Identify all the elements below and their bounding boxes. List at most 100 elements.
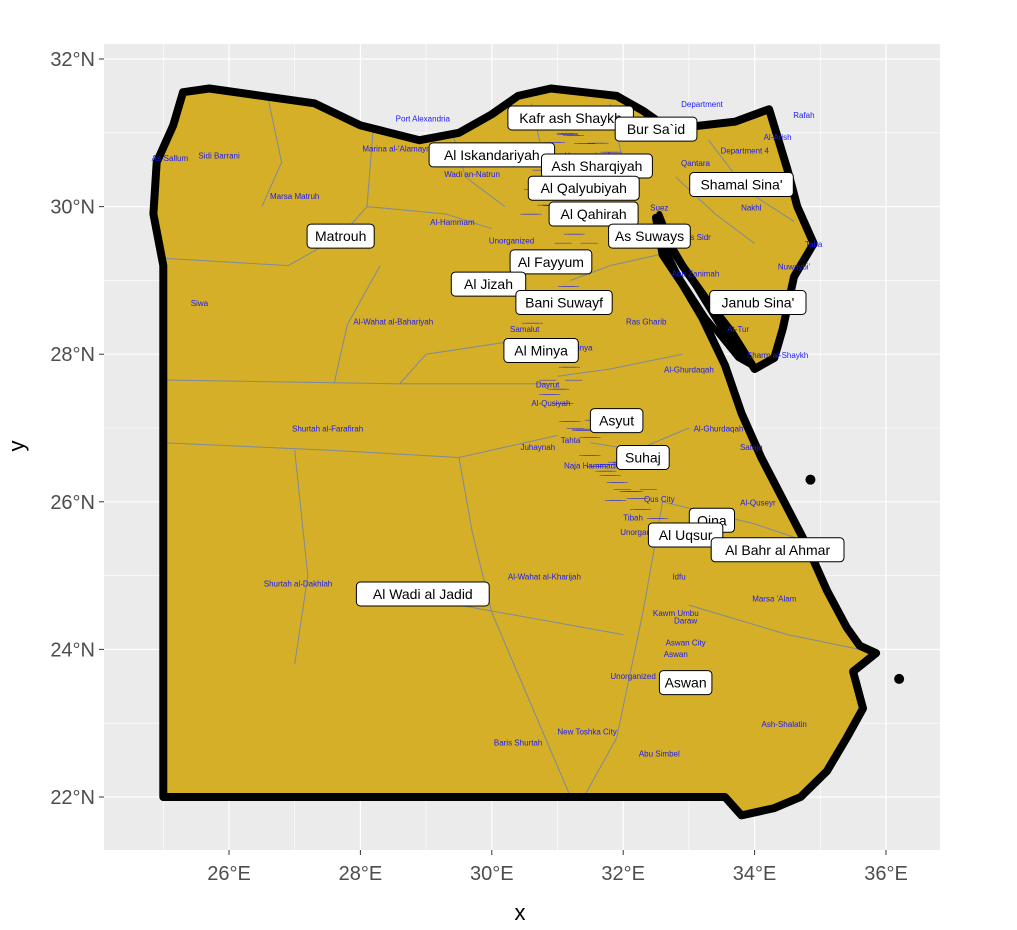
delta-clutter-label: ─── bbox=[520, 209, 538, 218]
delta-clutter-label: ─── bbox=[562, 131, 580, 140]
delta-clutter-label: ─── bbox=[606, 478, 624, 487]
governorate-label-box bbox=[548, 201, 639, 227]
island-dot bbox=[805, 474, 816, 485]
delta-clutter-label: ─── bbox=[560, 130, 578, 139]
district-label: Siwa bbox=[191, 299, 209, 308]
delta-clutter-label: ─── bbox=[561, 282, 579, 291]
delta-clutter-label: ─── bbox=[600, 148, 618, 157]
district-label: Marsa 'Alam bbox=[752, 594, 797, 603]
governorate-label-text: Al Qalyubiyah bbox=[541, 180, 627, 196]
district-label: Unorganized bbox=[610, 672, 655, 681]
delta-clutter-label: ─── bbox=[521, 318, 539, 327]
governorate-label-text: Matrouh bbox=[315, 228, 366, 244]
governorate-label-text: Janub Sina' bbox=[722, 295, 795, 311]
district-label: Ras Sidr bbox=[680, 233, 711, 242]
delta-clutter-label: ─── bbox=[555, 399, 573, 408]
delta-clutter-label: ─── bbox=[608, 496, 626, 505]
governorate-label: As Suways bbox=[608, 223, 691, 249]
delta-clutter-label: ─── bbox=[587, 139, 605, 148]
governorate-label-text: Al Bahr al Ahmar bbox=[725, 542, 830, 558]
district-boundary-line bbox=[399, 338, 525, 385]
governorate-labels: Kafr ash Shaykh Bur Sa`id Al Iskandariyah A… bbox=[306, 105, 845, 696]
district-label: Nakhl bbox=[741, 203, 762, 212]
delta-clutter-label: ─── bbox=[603, 471, 621, 480]
district-boundary-line bbox=[333, 265, 381, 384]
x-tick-label: 34°E bbox=[733, 863, 777, 885]
islands bbox=[805, 474, 905, 684]
governorate-label-text: Bur Sa`id bbox=[627, 121, 685, 137]
delta-clutter-label: ─── bbox=[594, 467, 612, 476]
governorate-label: Al Bahr al Ahmar bbox=[710, 537, 845, 563]
delta-clutter-label: ─── bbox=[650, 514, 668, 523]
delta-clutter-label: ─── bbox=[613, 485, 631, 494]
island-dot bbox=[894, 673, 905, 684]
governorate-label: Al Jizah bbox=[450, 271, 527, 297]
delta-clutter-label: ─── bbox=[630, 494, 648, 503]
governorate-label-box bbox=[509, 249, 593, 275]
governorate-label-text: Suhaj bbox=[625, 450, 661, 466]
governorate-label-box bbox=[616, 445, 670, 470]
district-label: Taba bbox=[805, 240, 823, 249]
district-label: Kawm Umbu bbox=[653, 609, 699, 618]
district-boundary-line bbox=[163, 379, 558, 385]
governorate-label: Al Qalyubiyah bbox=[527, 175, 640, 201]
governorate-label-text: Bani Suwayf bbox=[525, 295, 603, 311]
district-label: Baris Shurtah bbox=[494, 738, 542, 747]
governorate-label: Al Iskandariyah bbox=[428, 142, 556, 168]
delta-clutter-label: ─── bbox=[621, 487, 639, 496]
delta-clutter-label: ─── bbox=[575, 426, 593, 435]
governorate-label: Suhaj bbox=[616, 445, 670, 470]
governorate-label: Ash Sharqiyah bbox=[541, 153, 653, 179]
district-label: Aswan City bbox=[666, 639, 706, 648]
district-label: As-Sallum bbox=[152, 154, 189, 163]
governorate-label-text: Kafr ash Shaykh bbox=[519, 110, 622, 126]
district-label: Unorganized bbox=[489, 237, 534, 246]
delta-clutter-label: ─── bbox=[551, 399, 569, 408]
y-axis-title: y bbox=[4, 441, 29, 452]
delta-clutter-label: ─── bbox=[578, 451, 596, 460]
governorate-label-text: Aswan bbox=[665, 675, 707, 691]
governorate-label: Kafr ash Shaykh bbox=[507, 105, 634, 131]
delta-clutter-label: ─── bbox=[625, 487, 643, 496]
delta-clutter-label: ─── bbox=[547, 138, 565, 147]
y-tick-label: 22°N bbox=[50, 787, 95, 809]
governorate-label-box bbox=[608, 223, 691, 249]
district-label: Al-Hammam bbox=[430, 218, 475, 227]
governorate-label-box bbox=[355, 581, 490, 607]
district-label: Sharm al-Shaykh bbox=[747, 351, 808, 360]
governorate-label-box bbox=[306, 223, 375, 249]
district-label: Shurtah al-Dakhlah bbox=[264, 580, 332, 589]
governorate-label-text: Al Jizah bbox=[464, 276, 513, 292]
governorate-label: Janub Sina' bbox=[709, 290, 807, 315]
delta-clutter-label: ─── bbox=[580, 239, 598, 248]
district-label: Rafah bbox=[793, 111, 814, 120]
district-boundary-line bbox=[583, 501, 664, 798]
district-label: Al-Qusiyah bbox=[531, 399, 570, 408]
delta-clutter-label: ─── bbox=[573, 139, 591, 148]
delta-clutter-label: ─── bbox=[610, 478, 628, 487]
y-tick-label: 26°N bbox=[50, 492, 95, 514]
delta-clutter-label: ─── bbox=[579, 433, 597, 442]
district-label: Suez bbox=[650, 203, 668, 212]
delta-clutter-label: ─── bbox=[571, 426, 589, 435]
y-tick-label: 30°N bbox=[50, 197, 95, 219]
district-label: Al-Arish bbox=[764, 133, 792, 142]
district-label: Qus City bbox=[644, 495, 675, 504]
district-boundary-line bbox=[557, 353, 683, 377]
egypt-border bbox=[149, 84, 881, 820]
delta-clutter-label: ─── bbox=[599, 460, 617, 469]
district-label: Unorganized bbox=[620, 528, 665, 537]
delta-clutter-label: ─── bbox=[623, 487, 641, 496]
governorate-label: Shamal Sina' bbox=[689, 172, 794, 197]
delta-clutter-label: ─── bbox=[542, 390, 560, 399]
district-label: Ash-Shalatin bbox=[762, 720, 807, 729]
governorate-label-box bbox=[709, 290, 807, 315]
district-label: Al-Ghurdaqah bbox=[694, 425, 744, 434]
egypt-land bbox=[153, 88, 877, 816]
district-label: Al-Quseyr bbox=[740, 499, 776, 508]
delta-clutter-label: ─── bbox=[567, 230, 585, 239]
delta-clutter-label: ─── bbox=[626, 494, 644, 503]
district-label: Safaja bbox=[740, 443, 763, 452]
delta-clutter-label: ─── bbox=[562, 417, 580, 426]
governorate-label-text: Al Uqsur bbox=[659, 527, 713, 543]
